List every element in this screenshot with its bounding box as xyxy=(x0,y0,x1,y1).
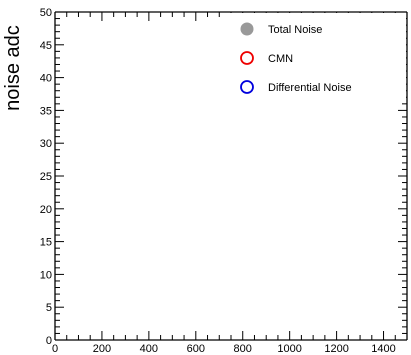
x-tick-label: 0 xyxy=(52,343,58,355)
x-tick-label: 1000 xyxy=(277,343,301,355)
x-tick-label: 1200 xyxy=(324,343,348,355)
x-tick-label: 600 xyxy=(187,343,205,355)
x-tick-label: 800 xyxy=(234,343,252,355)
y-tick-label: 30 xyxy=(40,138,52,150)
legend-marker xyxy=(240,51,254,65)
y-axis-title: noise adc xyxy=(2,25,24,111)
y-tick-label: 35 xyxy=(40,105,52,117)
y-tick-label: 20 xyxy=(40,204,52,216)
legend-marker xyxy=(240,22,254,36)
legend-label: Total Noise xyxy=(268,24,322,36)
y-tick-label: 10 xyxy=(40,269,52,281)
x-tick-label: 200 xyxy=(93,343,111,355)
y-tick-label: 45 xyxy=(40,40,52,52)
legend-marker xyxy=(240,80,254,94)
y-tick-label: 25 xyxy=(40,171,52,183)
x-tick-labels: 0 200 400 600 800 1000 1200 1400 xyxy=(52,343,396,355)
y-tick-label: 5 xyxy=(46,302,52,314)
x-tick-label: 400 xyxy=(140,343,158,355)
y-tick-label: 40 xyxy=(40,73,52,85)
y-tick-label: 15 xyxy=(40,237,52,249)
x-tick-label: 1400 xyxy=(371,343,395,355)
legend-label: CMN xyxy=(268,53,293,65)
legend-entries: Total Noise CMN Differential Noise xyxy=(240,22,352,94)
y-tick-labels: 0 5 10 15 20 25 30 35 40 45 50 xyxy=(40,7,52,347)
legend-label: Differential Noise xyxy=(268,82,352,94)
y-tick-label: 50 xyxy=(40,7,52,19)
y-tick-label: 0 xyxy=(46,335,52,347)
